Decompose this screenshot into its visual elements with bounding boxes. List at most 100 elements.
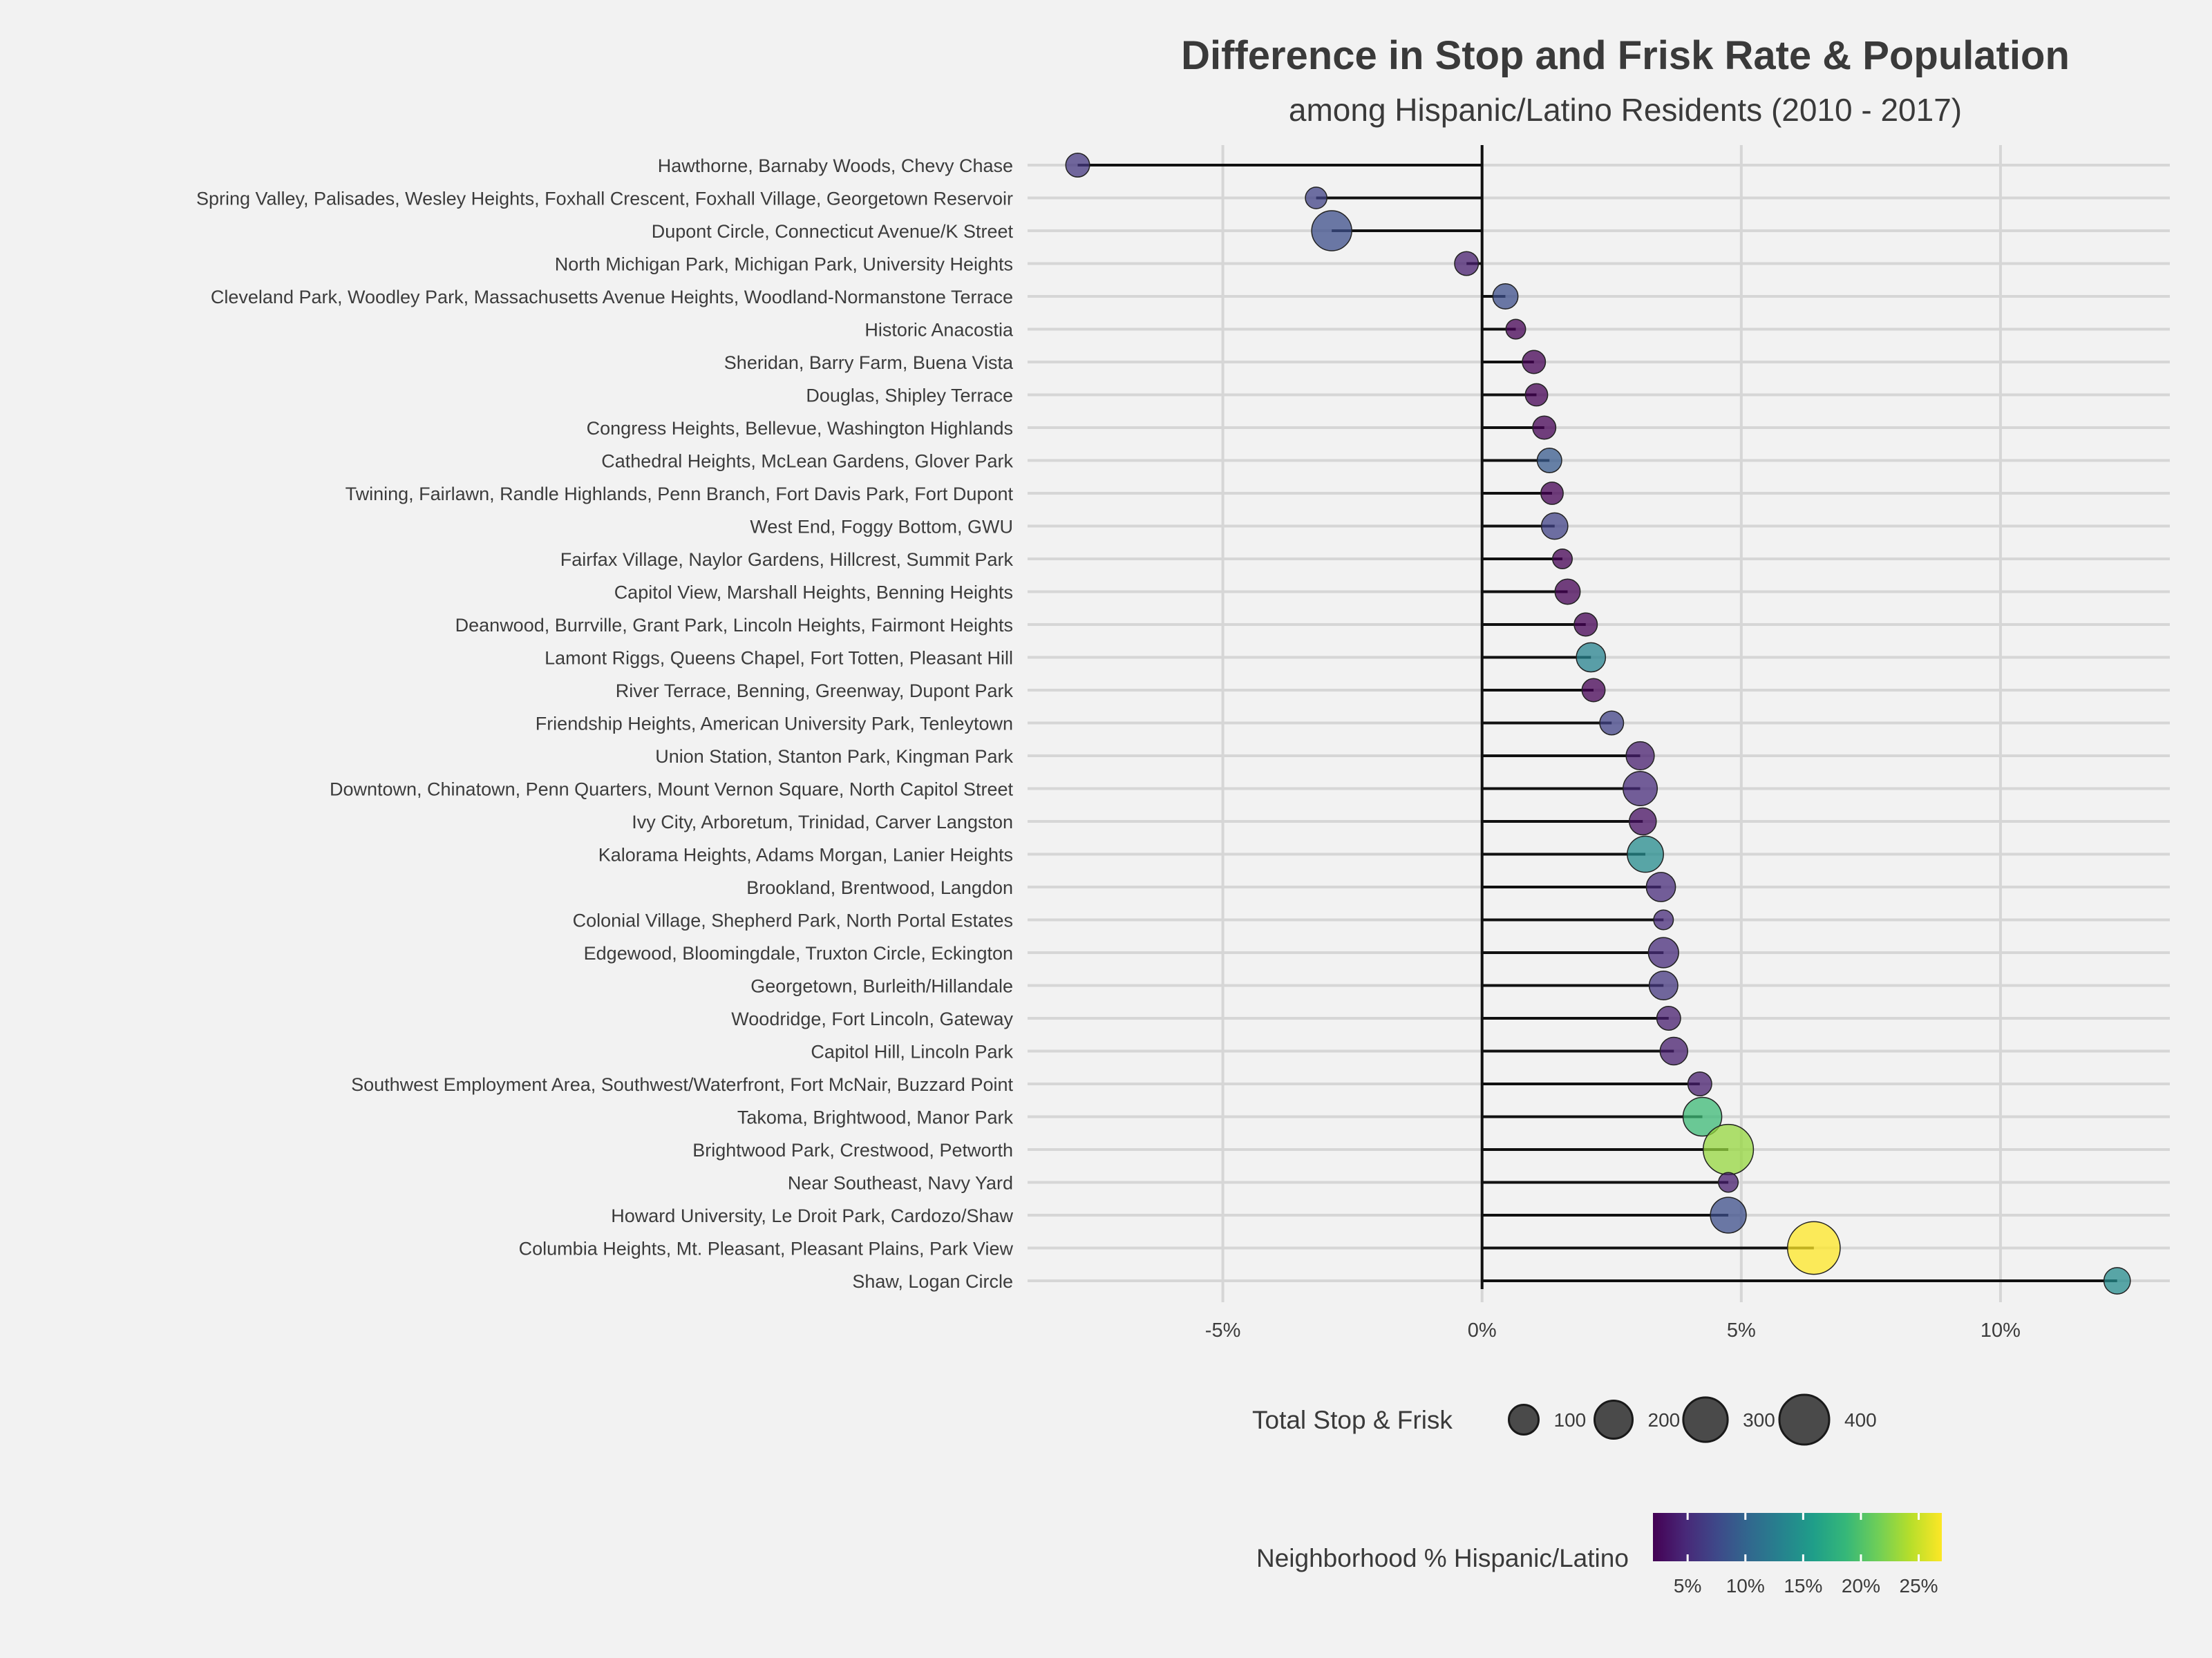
lollipop-point xyxy=(1305,187,1327,209)
lollipop-point xyxy=(1522,350,1547,374)
y-axis-label: Southwest Employment Area, Southwest/Wat… xyxy=(351,1074,1013,1095)
y-axis-label: Friendship Heights, American University … xyxy=(536,714,1013,734)
size-legend-circle xyxy=(1682,1396,1729,1443)
lollipop-point xyxy=(1505,318,1526,340)
colorbar-tick-label: 20% xyxy=(1842,1575,1880,1597)
lollipop-point xyxy=(1645,872,1676,902)
y-axis-label: Fairfax Village, Naylor Gardens, Hillcre… xyxy=(560,549,1014,570)
lollipop-point xyxy=(1710,1197,1747,1234)
size-legend-label: 400 xyxy=(1844,1409,1877,1431)
lollipop-point xyxy=(1454,251,1480,276)
chart-title: Difference in Stop and Frisk Rate & Popu… xyxy=(1181,33,2070,78)
lollipop-point xyxy=(1702,1123,1755,1176)
lollipop-points xyxy=(1065,152,2131,1295)
size-legend-circle xyxy=(1593,1399,1634,1440)
lollipop-point xyxy=(1625,741,1655,771)
y-axis-label: Kalorama Heights, Adams Morgan, Lanier H… xyxy=(598,845,1013,866)
lollipop-point xyxy=(1576,642,1607,673)
y-axis-label: Douglas, Shipley Terrace xyxy=(806,385,1013,406)
y-axis-label: Sheridan, Barry Farm, Buena Vista xyxy=(724,352,1014,373)
lollipop-point xyxy=(1628,807,1657,836)
colorbar-tick-label: 10% xyxy=(1726,1575,1765,1597)
x-tick-label: 10% xyxy=(1981,1319,2021,1342)
lollipop-point xyxy=(1540,482,1564,505)
x-axis-tick-labels: -5% 0% 5% 10% xyxy=(1205,1319,2021,1342)
x-tick-label: 5% xyxy=(1727,1319,1756,1342)
y-axis-label: Columbia Heights, Mt. Pleasant, Pleasant… xyxy=(519,1239,1014,1259)
y-axis-label: Edgewood, Bloomingdale, Truxton Circle, … xyxy=(584,943,1013,964)
y-axis-label: North Michigan Park, Michigan Park, Univ… xyxy=(555,254,1013,275)
y-axis-label: Deanwood, Burrville, Grant Park, Lincoln… xyxy=(455,615,1013,636)
lollipop-point xyxy=(1786,1221,1841,1275)
chart-subtitle: among Hispanic/Latino Residents (2010 - … xyxy=(1289,92,1962,128)
color-legend-colorbar xyxy=(1653,1513,1942,1561)
color-legend-title: Neighborhood % Hispanic/Latino xyxy=(1256,1544,1629,1572)
y-axis-label: Brightwood Park, Crestwood, Petworth xyxy=(692,1140,1013,1161)
size-legend-label: 100 xyxy=(1554,1409,1587,1431)
y-axis-label: Downtown, Chinatown, Penn Quarters, Moun… xyxy=(330,779,1014,800)
lollipop-point xyxy=(1623,770,1658,807)
y-axis-label: Hawthorne, Barnaby Woods, Chevy Chase xyxy=(658,155,1013,176)
lollipop-point xyxy=(1532,415,1557,440)
y-axis-label: Near Southeast, Navy Yard xyxy=(788,1173,1013,1194)
y-axis-label: Capitol Hill, Lincoln Park xyxy=(811,1042,1013,1063)
size-legend-circle xyxy=(1508,1404,1540,1436)
lollipop-point xyxy=(1682,1096,1723,1137)
lollipop-point xyxy=(1656,1005,1681,1031)
y-axis-label: Lamont Riggs, Queens Chapel, Fort Totten… xyxy=(545,648,1013,669)
y-axis-label: Cathedral Heights, McLean Gardens, Glove… xyxy=(601,451,1013,472)
colorbar-tick-label: 15% xyxy=(1784,1575,1822,1597)
color-legend-ticks: 5% 10% 15% 20% 25% xyxy=(1674,1513,1938,1597)
size-legend-label: 300 xyxy=(1743,1409,1775,1431)
lollipop-point xyxy=(1647,937,1679,969)
y-axis-label: Takoma, Brightwood, Manor Park xyxy=(737,1107,1014,1128)
y-axis-label: Howard University, Le Droit Park, Cardoz… xyxy=(611,1206,1013,1226)
lollipop-point xyxy=(1311,210,1352,251)
size-legend-circle xyxy=(1778,1393,1831,1446)
lollipop-point xyxy=(1659,1036,1689,1066)
lollipop-point xyxy=(1653,909,1674,931)
y-axis-label: Congress Heights, Bellevue, Washington H… xyxy=(587,418,1013,439)
size-legend-items: 100 200 300 400 xyxy=(1508,1393,1877,1446)
lollipop-point xyxy=(1627,835,1664,873)
lollipop-point xyxy=(1599,710,1625,736)
lollipop-point xyxy=(1065,152,1090,178)
lollipop-point xyxy=(1551,549,1573,569)
y-axis-label: Shaw, Logan Circle xyxy=(852,1271,1013,1292)
x-tick-label: -5% xyxy=(1205,1319,1241,1342)
lollipop-point xyxy=(1581,678,1606,703)
y-axis-label: West End, Foggy Bottom, GWU xyxy=(750,517,1013,537)
size-legend: Total Stop & Frisk 100 200 300 400 xyxy=(1252,1393,1877,1446)
y-axis-label: Twining, Fairlawn, Randle Highlands, Pen… xyxy=(346,484,1014,504)
y-axis-label: River Terrace, Benning, Greenway, Dupont… xyxy=(616,680,1014,701)
lollipop-point xyxy=(1718,1172,1739,1193)
lollipop-point xyxy=(1687,1071,1712,1097)
y-axis-label: Georgetown, Burleith/Hillandale xyxy=(750,976,1013,997)
y-axis-label: Brookland, Brentwood, Langdon xyxy=(746,877,1013,898)
x-tick-label: 0% xyxy=(1468,1319,1497,1342)
y-axis-label: Ivy City, Arboretum, Trinidad, Carver La… xyxy=(632,812,1013,832)
y-axis-label: Capitol View, Marshall Heights, Benning … xyxy=(614,582,1013,603)
size-legend-title: Total Stop & Frisk xyxy=(1252,1406,1453,1434)
size-legend-label: 200 xyxy=(1648,1409,1681,1431)
color-legend: Neighborhood % Hispanic/Latino 5% 10% 15% 2… xyxy=(1256,1513,1942,1597)
lollipop-point xyxy=(2103,1267,2131,1295)
lollipop-point xyxy=(1540,512,1569,540)
lollipop-point xyxy=(1524,383,1549,407)
y-axis-labels: Hawthorne, Barnaby Woods, Chevy Chase Spr… xyxy=(196,155,1014,1292)
y-axis-label: Woodridge, Fort Lincoln, Gateway xyxy=(731,1009,1013,1029)
y-axis-label: Spring Valley, Palisades, Wesley Heights… xyxy=(196,189,1013,209)
y-axis-label: Union Station, Stanton Park, Kingman Par… xyxy=(655,746,1013,767)
lollipop-point xyxy=(1573,612,1598,637)
y-axis-label: Colonial Village, Shepherd Park, North P… xyxy=(573,911,1013,931)
colorbar-tick-label: 25% xyxy=(1900,1575,1938,1597)
colorbar-tick-label: 5% xyxy=(1674,1575,1701,1597)
lollipop-point xyxy=(1536,447,1562,474)
lollipop-point xyxy=(1554,578,1581,605)
lollipop-point xyxy=(1492,283,1519,309)
y-axis-label: Historic Anacostia xyxy=(864,320,1014,341)
lollipop-point xyxy=(1648,970,1679,1001)
